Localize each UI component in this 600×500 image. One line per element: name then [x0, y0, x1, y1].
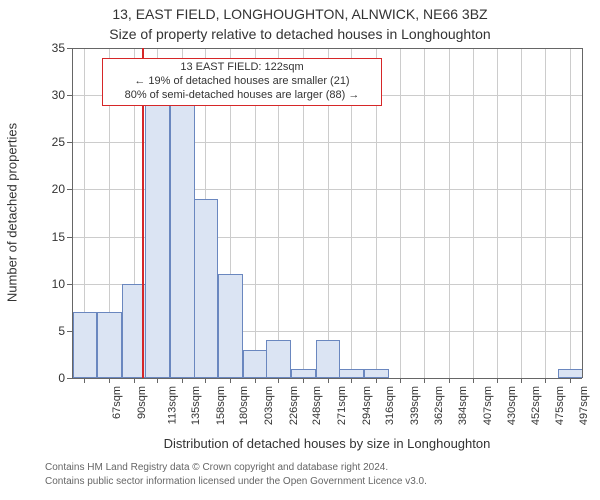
x-tick-label: 158sqm	[215, 386, 227, 425]
histogram-bar	[316, 340, 341, 378]
x-tick-label: 475sqm	[555, 386, 567, 425]
histogram-bar	[73, 312, 98, 378]
grid-line-vertical	[400, 48, 401, 378]
chart-title-line1: 13, EAST FIELD, LONGHOUGHTON, ALNWICK, N…	[0, 6, 600, 22]
grid-line-vertical	[521, 48, 522, 378]
grid-line-vertical	[570, 48, 571, 378]
info-callout-box: 13 EAST FIELD: 122sqm ← 19% of detached …	[102, 58, 382, 106]
x-tick-label: 384sqm	[457, 386, 469, 425]
histogram-bar	[218, 274, 243, 378]
y-tick-label: 0	[37, 371, 65, 385]
histogram-bar	[243, 350, 268, 378]
x-tick-label: 203sqm	[263, 386, 275, 425]
histogram-bar	[291, 369, 316, 378]
grid-line-vertical	[473, 48, 474, 378]
y-tick-label: 5	[37, 324, 65, 338]
x-tick-label: 90sqm	[136, 386, 148, 419]
y-axis-label: Number of detached properties	[5, 48, 20, 378]
y-tick-label: 20	[37, 182, 65, 196]
histogram-bar	[145, 105, 170, 378]
axis-spine	[72, 378, 582, 379]
x-tick-label: 339sqm	[409, 386, 421, 425]
histogram-bar	[194, 199, 219, 378]
y-tick-label: 25	[37, 135, 65, 149]
axis-spine	[582, 48, 583, 378]
x-tick-label: 180sqm	[239, 386, 251, 425]
histogram-bar	[339, 369, 364, 378]
axis-spine	[72, 48, 582, 49]
grid-line-vertical	[424, 48, 425, 378]
x-tick-label: 271sqm	[336, 386, 348, 425]
footer-line-2: Contains public sector information licen…	[45, 476, 427, 487]
histogram-bar	[266, 340, 291, 378]
x-tick-label: 316sqm	[384, 386, 396, 425]
info-line-2: ← 19% of detached houses are smaller (21…	[107, 75, 377, 89]
histogram-bar	[558, 369, 583, 378]
histogram-bar	[364, 369, 389, 378]
x-tick-label: 430sqm	[506, 386, 518, 425]
info-line-1: 13 EAST FIELD: 122sqm	[107, 61, 377, 75]
x-tick-label: 362sqm	[434, 386, 446, 425]
histogram-bar	[97, 312, 122, 378]
x-tick-label: 248sqm	[311, 386, 323, 425]
x-tick-label: 452sqm	[530, 386, 542, 425]
y-tick-label: 35	[37, 41, 65, 55]
info-line-3: 80% of semi-detached houses are larger (…	[107, 89, 377, 103]
x-tick-label: 67sqm	[111, 386, 123, 419]
y-tick-label: 30	[37, 88, 65, 102]
x-tick-label: 226sqm	[288, 386, 300, 425]
y-tick-label: 10	[37, 277, 65, 291]
x-tick-label: 135sqm	[190, 386, 202, 425]
x-tick-label: 113sqm	[166, 386, 178, 424]
y-tick-label: 15	[37, 230, 65, 244]
x-tick-label: 497sqm	[578, 386, 590, 425]
axis-spine	[72, 48, 73, 378]
grid-line-vertical	[545, 48, 546, 378]
grid-line-vertical	[449, 48, 450, 378]
x-axis-label: Distribution of detached houses by size …	[72, 436, 582, 451]
footer-line-1: Contains HM Land Registry data © Crown c…	[45, 462, 388, 473]
x-tick-label: 294sqm	[361, 386, 373, 425]
grid-line-vertical	[497, 48, 498, 378]
x-tick-label: 407sqm	[482, 386, 494, 425]
histogram-bar	[170, 105, 195, 378]
chart-title-line2: Size of property relative to detached ho…	[0, 26, 600, 42]
